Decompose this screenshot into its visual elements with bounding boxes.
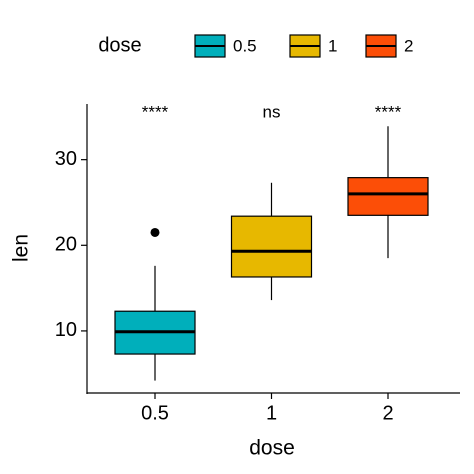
- x-tick-label: 1: [266, 402, 277, 424]
- x-tick-label: 2: [382, 402, 393, 424]
- outlier: [150, 227, 160, 237]
- y-axis-label: len: [10, 234, 33, 262]
- x-axis-label: dose: [249, 437, 295, 460]
- y-tick-label: 30: [55, 148, 77, 170]
- legend-label: 0.5: [233, 36, 257, 55]
- legend-title: dose: [98, 34, 141, 56]
- significance-label: ns: [263, 102, 281, 121]
- y-tick-label: 10: [55, 319, 77, 341]
- x-tick-label: 0.5: [141, 402, 169, 424]
- legend-label: 1: [328, 36, 337, 55]
- legend-label: 2: [404, 36, 413, 55]
- y-tick-label: 20: [55, 234, 77, 256]
- box: [347, 177, 429, 216]
- box: [230, 215, 313, 278]
- significance-label: ****: [375, 102, 402, 121]
- significance-label: ****: [142, 102, 169, 121]
